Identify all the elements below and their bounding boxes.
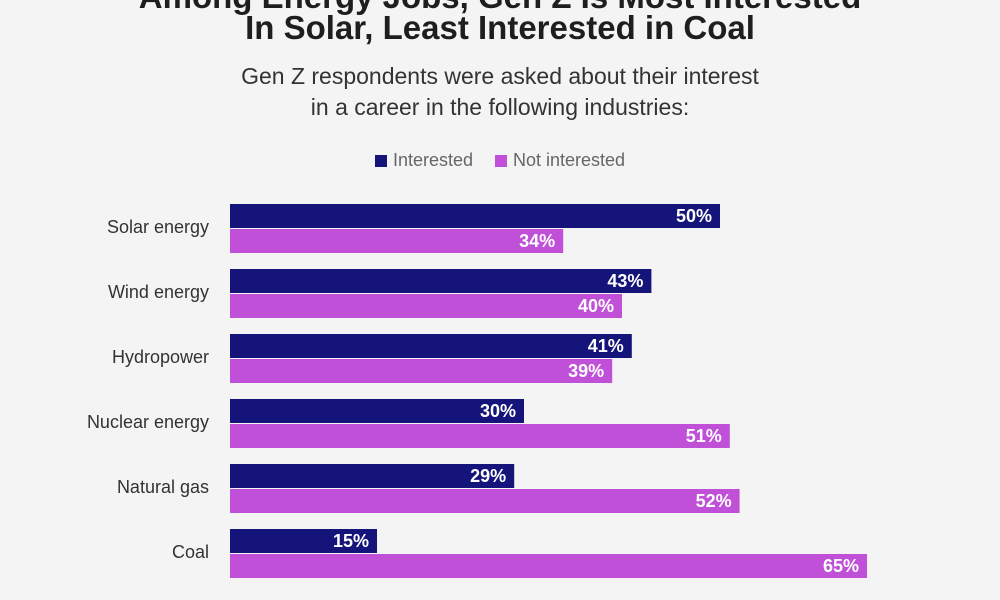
category-label: Wind energy bbox=[108, 282, 209, 302]
data-label-not-interested: 39% bbox=[568, 361, 604, 381]
data-label-interested: 41% bbox=[588, 336, 624, 356]
data-label-interested: 15% bbox=[333, 531, 369, 551]
chart-title-line-2: In Solar, Least Interested in Coal bbox=[245, 9, 755, 46]
category-label: Nuclear energy bbox=[87, 412, 209, 432]
category-label: Natural gas bbox=[117, 477, 209, 497]
data-label-interested: 50% bbox=[676, 206, 712, 226]
bar-interested bbox=[230, 464, 515, 488]
data-label-interested: 43% bbox=[607, 271, 643, 291]
legend-item-interested: Interested bbox=[374, 150, 473, 171]
data-label-not-interested: 52% bbox=[696, 491, 732, 511]
category-label: Coal bbox=[172, 542, 209, 562]
bar-interested bbox=[230, 269, 652, 293]
bar-not-interested bbox=[230, 229, 564, 253]
data-label-not-interested: 40% bbox=[578, 296, 614, 316]
legend-item-not-interested: Not interested bbox=[495, 150, 625, 171]
bar-interested bbox=[230, 399, 524, 423]
data-label-not-interested: 65% bbox=[823, 556, 859, 576]
chart-subtitle-line-2: in a career in the following industries: bbox=[310, 94, 690, 120]
bar-not-interested bbox=[230, 294, 622, 318]
legend-swatch-interested bbox=[374, 154, 387, 167]
category-label: Hydropower bbox=[112, 347, 209, 367]
chart-legend: Interested Not interested bbox=[0, 150, 1000, 171]
bar-not-interested bbox=[230, 359, 613, 383]
bar-not-interested bbox=[230, 554, 867, 578]
legend-label-not-interested: Not interested bbox=[513, 150, 626, 170]
data-label-not-interested: 34% bbox=[519, 231, 555, 251]
bar-not-interested bbox=[230, 424, 730, 448]
data-label-not-interested: 51% bbox=[686, 426, 722, 446]
chart-subtitle-line-1: Gen Z respondents were asked about their… bbox=[241, 63, 759, 89]
data-label-interested: 30% bbox=[480, 401, 516, 421]
category-label: Solar energy bbox=[107, 217, 209, 237]
bar-not-interested bbox=[230, 489, 740, 513]
chart-title-line-1: Among Energy Jobs, Gen Z Is Most Interes… bbox=[0, 0, 1000, 16]
bar-interested bbox=[230, 529, 377, 553]
data-label-interested: 29% bbox=[470, 466, 506, 486]
bar-interested bbox=[230, 334, 632, 358]
bar-interested bbox=[230, 204, 720, 228]
legend-swatch-not-interested bbox=[495, 154, 507, 167]
legend-label-interested: Interested bbox=[392, 150, 473, 170]
